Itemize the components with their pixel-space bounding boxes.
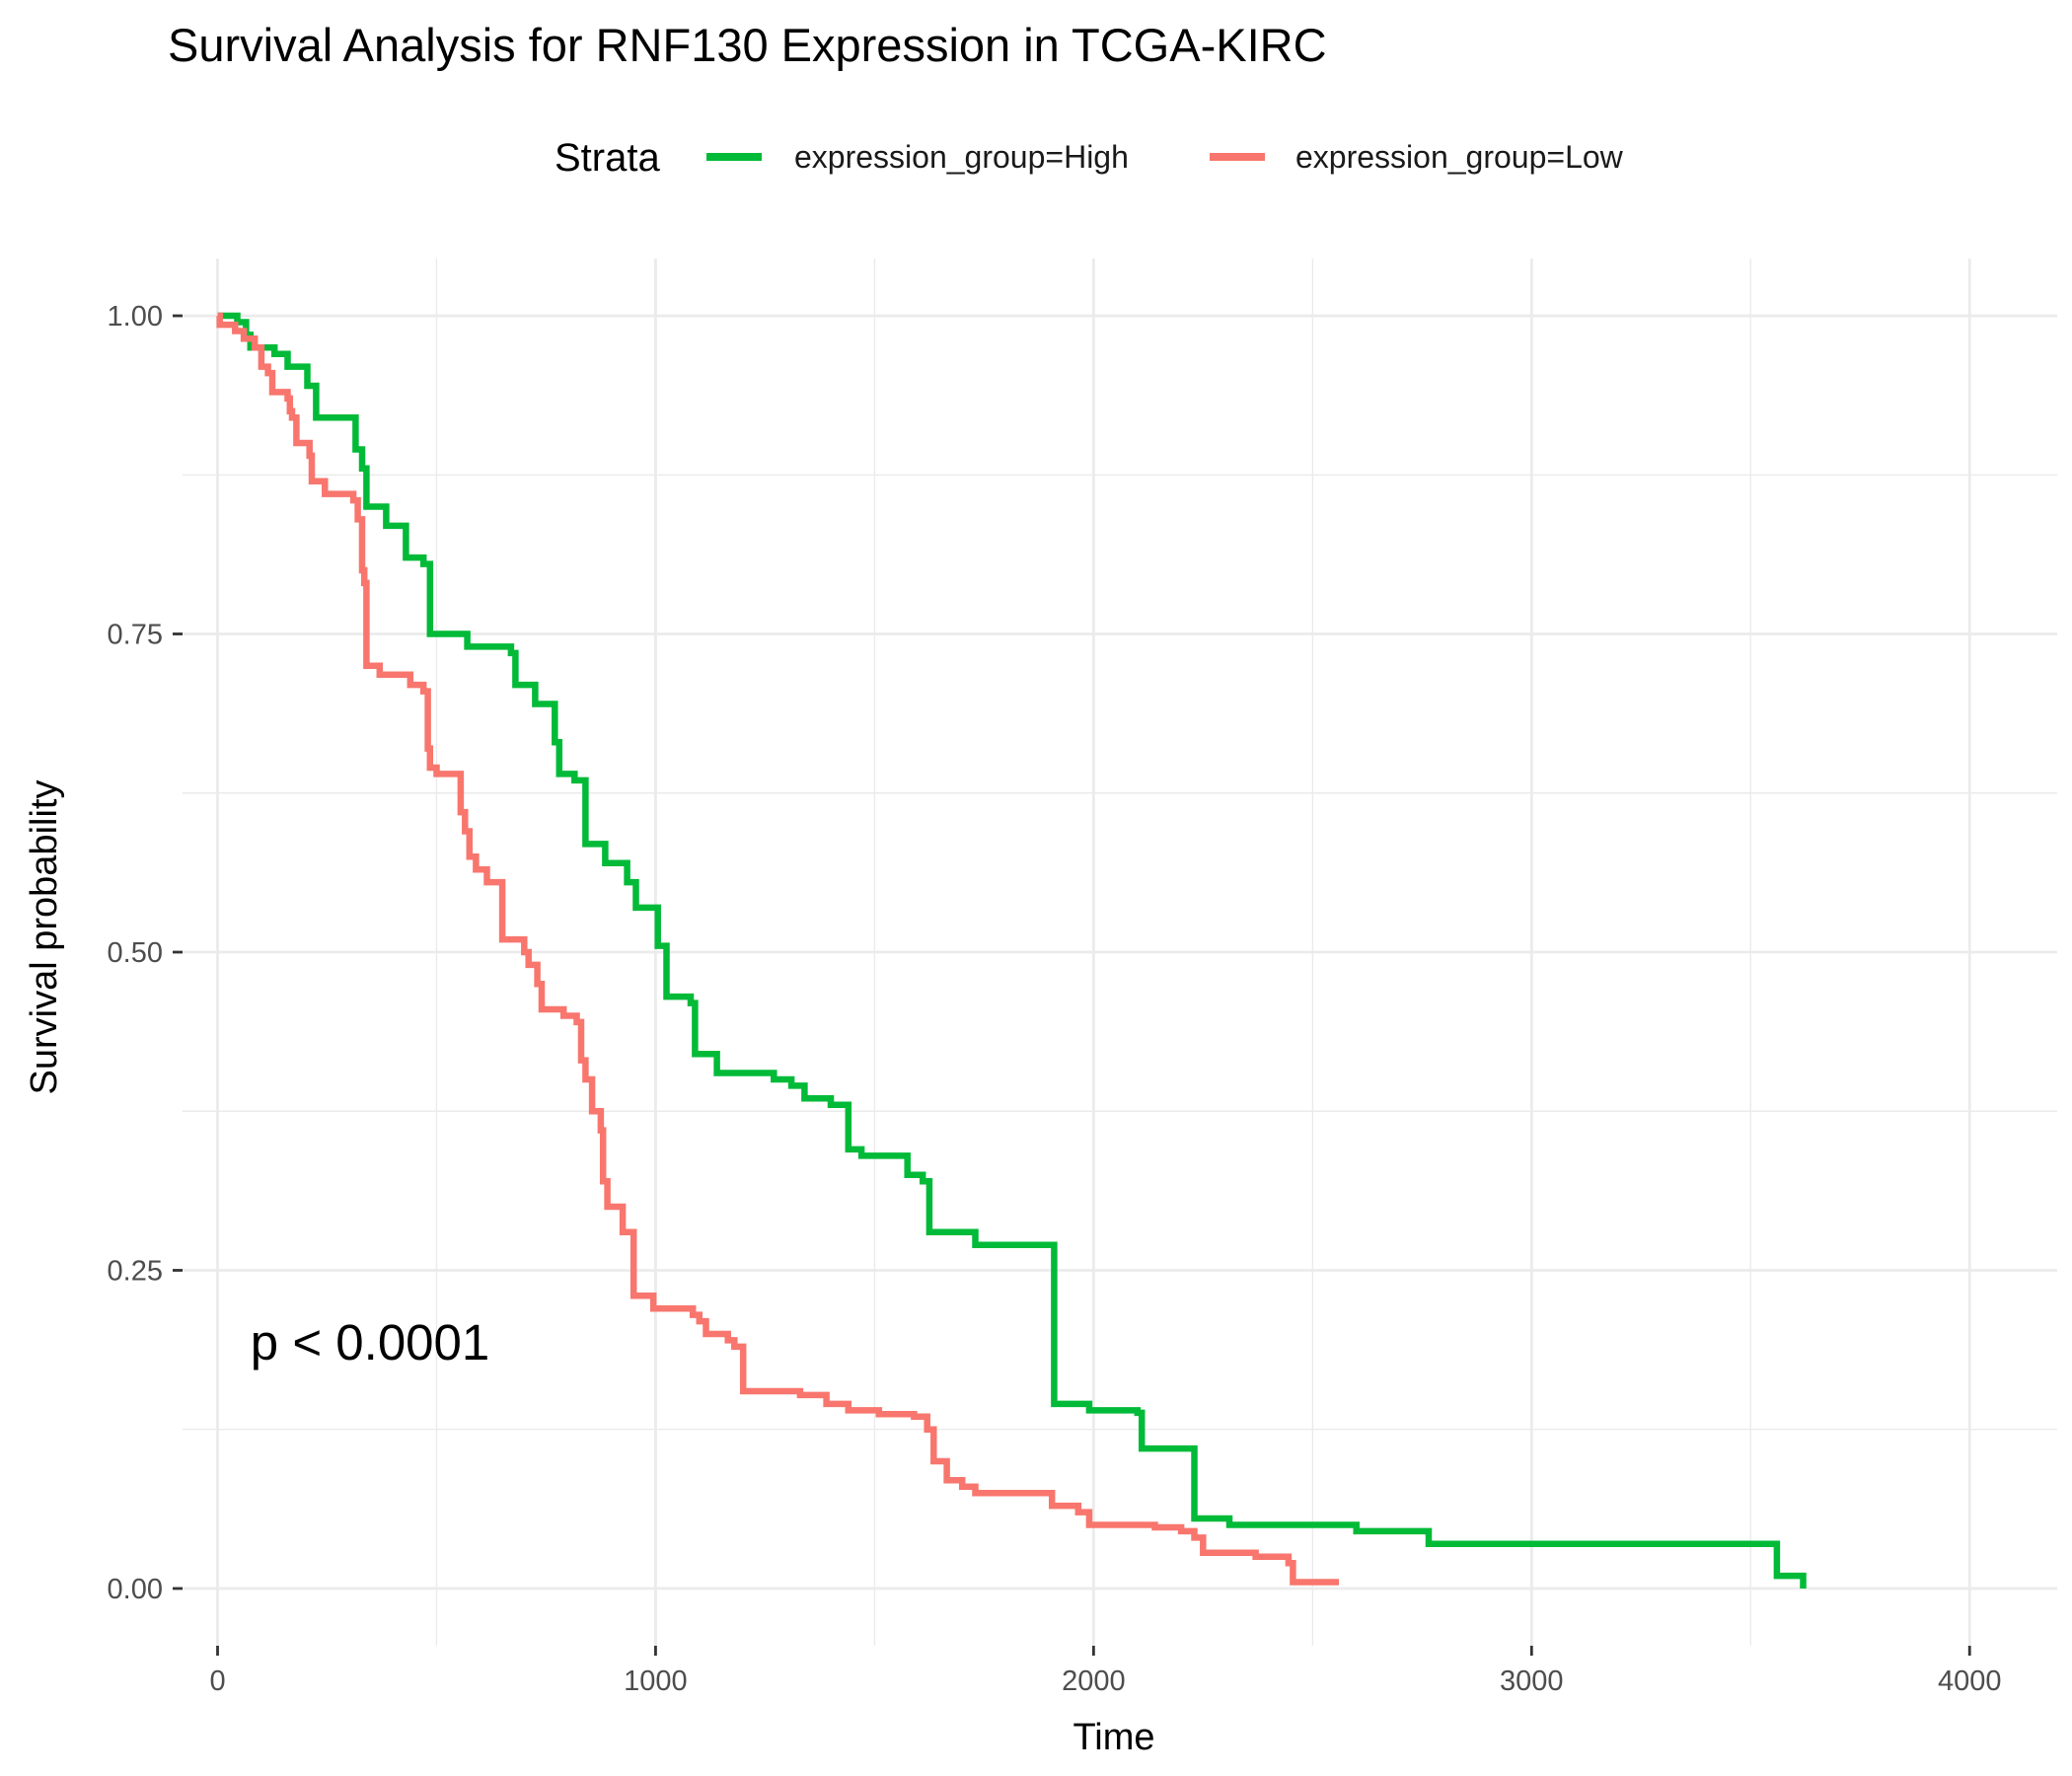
- y-tick-label: 1.00: [108, 301, 163, 333]
- legend: Strata expression_group=High expression_…: [555, 136, 1624, 180]
- y-tick-label: 0.75: [108, 620, 163, 651]
- legend-title: Strata: [555, 136, 660, 180]
- series-line-high: [217, 312, 1807, 1589]
- axis-ticks: 0 1000 2000 3000 4000 0.00 0.25 0.50 0.75 1.00: [108, 301, 2002, 1697]
- x-tick-label: 4000: [1938, 1665, 2002, 1697]
- y-tick-label: 0.00: [108, 1574, 163, 1605]
- x-axis-title: Time: [1073, 1717, 1154, 1758]
- x-tick-label: 2000: [1062, 1665, 1126, 1697]
- p-value-annotation: p < 0.0001: [251, 1314, 489, 1370]
- y-tick-label: 0.25: [108, 1255, 163, 1287]
- legend-label-low: expression_group=Low: [1295, 139, 1624, 175]
- x-tick-label: 3000: [1500, 1665, 1564, 1697]
- y-tick-label: 0.50: [108, 937, 163, 969]
- series-line-low: [216, 312, 1339, 1586]
- y-axis-title: Survival probability: [24, 780, 65, 1095]
- x-tick-label: 1000: [624, 1665, 688, 1697]
- series-layer: [216, 312, 1807, 1589]
- legend-label-high: expression_group=High: [794, 139, 1129, 175]
- chart-title: Survival Analysis for RNF130 Expression …: [168, 19, 1327, 71]
- x-tick-label: 0: [209, 1665, 225, 1697]
- gridlines: [183, 259, 2057, 1646]
